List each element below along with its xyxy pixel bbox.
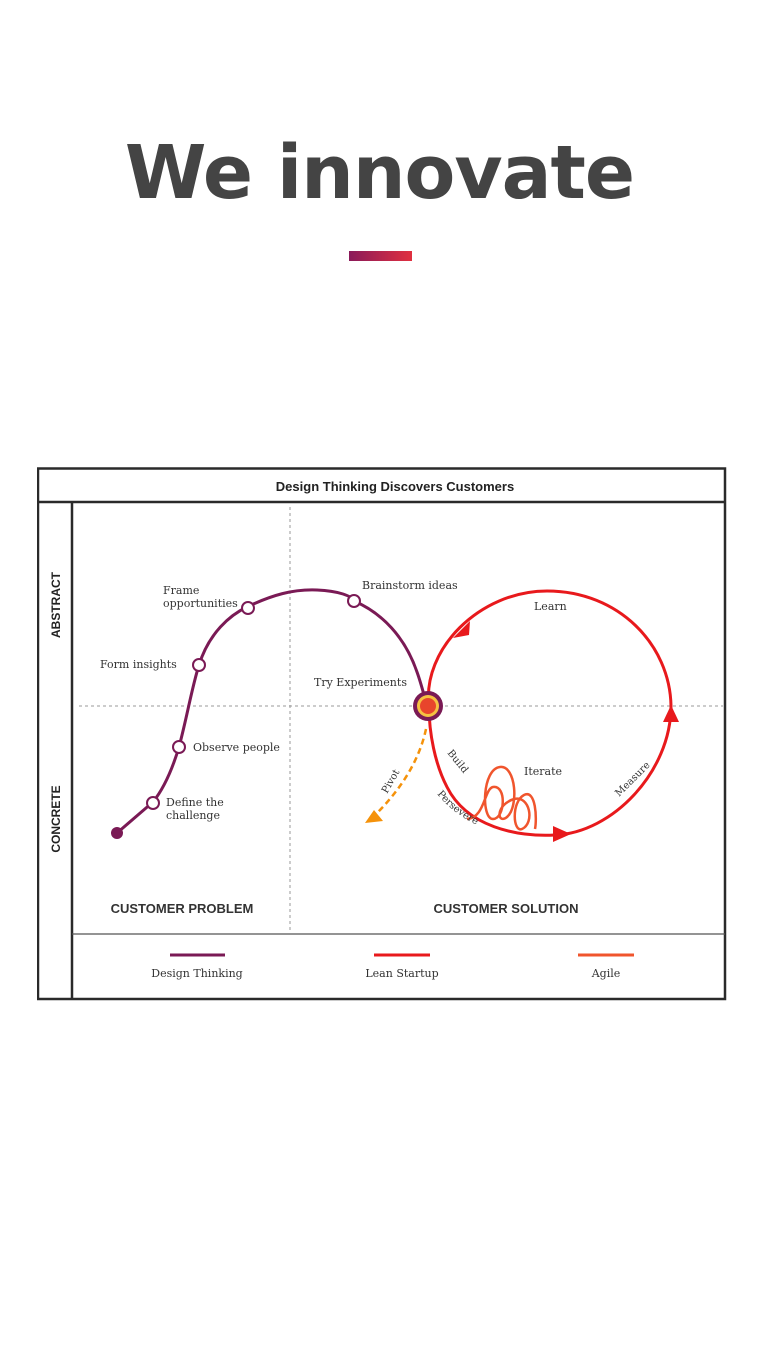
node-frame-opportunities — [241, 601, 255, 615]
axis-label-abstract: ABSTRACT — [49, 571, 63, 638]
arrow-measure — [663, 705, 679, 722]
arrow-pivot — [365, 810, 383, 823]
arrow-build — [553, 826, 571, 842]
node-brainstorm-ideas — [347, 594, 361, 608]
experiments-hub-core — [420, 698, 436, 714]
design-thinking-diagram: Design Thinking Discovers Customers ABST… — [37, 467, 727, 1001]
arrow-learn — [453, 621, 470, 638]
diagram-frame — [37, 467, 727, 1001]
cycle-label-pivot-path: Pivot — [380, 768, 402, 796]
cycle-label-pivot: Pivot — [380, 768, 402, 796]
region-label-problem: CUSTOMER PROBLEM — [111, 901, 254, 916]
region-label-solution: CUSTOMER SOLUTION — [434, 901, 579, 916]
legend-label-lean-startup: Lean Startup — [365, 967, 438, 980]
step-label-define-2: challenge — [166, 809, 220, 822]
lean-startup-loop — [426, 589, 673, 837]
start-dot — [111, 827, 123, 839]
diagram-title: Design Thinking Discovers Customers — [276, 479, 514, 494]
step-label-frame-2: opportunities — [163, 597, 238, 610]
cycle-label-learn: Learn — [534, 600, 567, 613]
cycle-label-persevere: Persevere — [435, 789, 480, 828]
cycle-label-build-path: Build — [445, 748, 471, 776]
step-label-experiments: Try Experiments — [314, 676, 407, 689]
legend-label-agile: Agile — [591, 967, 621, 980]
step-label-insights: Form insights — [100, 658, 177, 671]
step-label-brainstorm: Brainstorm ideas — [362, 579, 458, 592]
cycle-label-iterate: Iterate — [524, 765, 562, 778]
cycle-label-persevere-path: Persevere — [435, 789, 480, 828]
title-underline — [349, 251, 412, 261]
node-form-insights — [192, 658, 206, 672]
agile-iterate-loops — [466, 765, 538, 831]
legend-label-design-thinking: Design Thinking — [151, 967, 242, 980]
step-label-observe: Observe people — [193, 741, 280, 754]
design-thinking-curve — [116, 588, 429, 835]
step-label-frame-1: Frame — [163, 584, 199, 597]
pivot-path — [372, 728, 428, 818]
cycle-label-build: Build — [445, 748, 471, 776]
node-define-challenge — [146, 796, 160, 810]
node-observe-people — [172, 740, 186, 754]
axis-label-concrete: CONCRETE — [49, 785, 63, 852]
step-label-define-1: Define the — [166, 796, 224, 809]
page-title: We innovate — [124, 130, 635, 216]
